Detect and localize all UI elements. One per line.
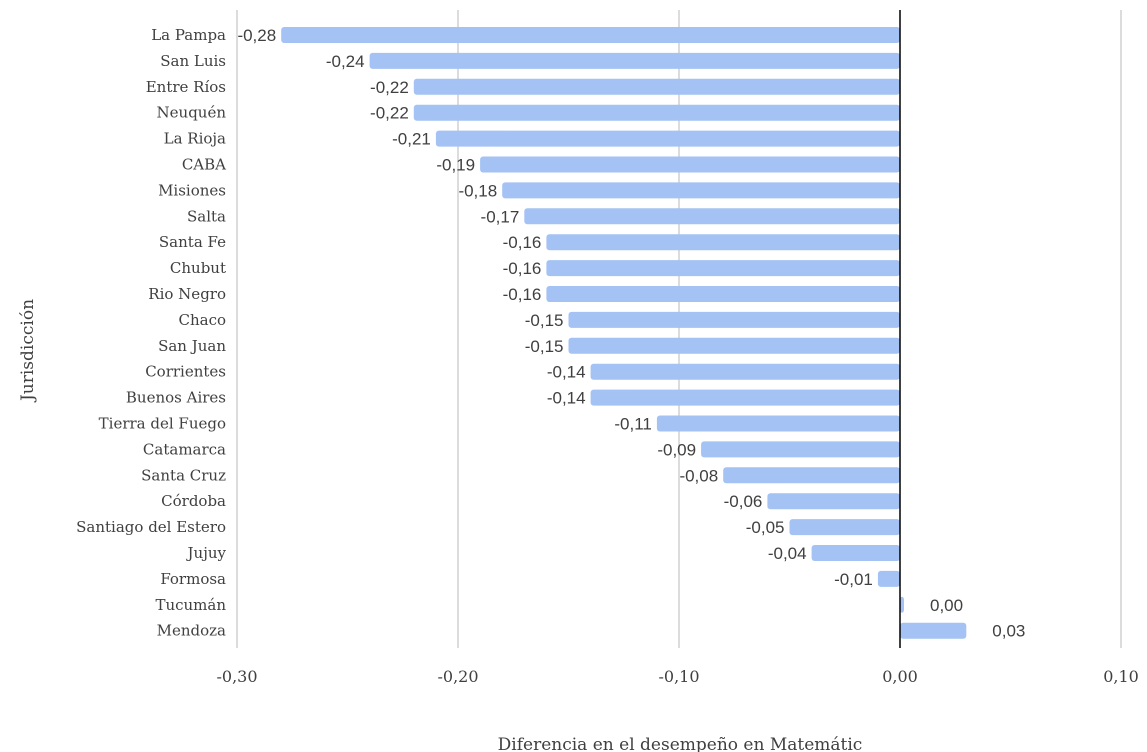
value-label: -0,16	[503, 233, 542, 252]
bar	[524, 208, 900, 225]
value-label: -0,04	[768, 544, 807, 563]
value-label: -0,24	[326, 52, 365, 71]
category-label: San Luis	[160, 52, 226, 70]
bar	[546, 286, 900, 302]
bar	[590, 363, 900, 380]
x-tick-label: -0,20	[437, 667, 478, 686]
category-label: Santa Cruz	[141, 466, 226, 484]
value-labels: -0,28 -0,24 -0,22 -0,22 -0,21 -0,19 -0,18 -0,17…	[237, 26, 1025, 641]
bar	[568, 311, 900, 328]
bar	[502, 182, 900, 199]
x-axis-title: Diferencia en el desempeño en Matemátic	[498, 735, 863, 752]
value-label: -0,06	[724, 492, 763, 511]
bar	[369, 52, 901, 69]
value-label: -0,28	[237, 26, 276, 45]
category-label: Mendoza	[157, 622, 226, 640]
value-label: -0,22	[370, 78, 409, 97]
category-label: Formosa	[160, 570, 226, 588]
category-label: Neuquén	[157, 104, 227, 122]
bars	[281, 27, 967, 639]
category-label: Jujuy	[186, 544, 227, 562]
category-label: Misiones	[158, 181, 226, 199]
bar	[811, 545, 900, 561]
value-label: -0,05	[746, 518, 785, 537]
value-label: -0,22	[370, 104, 409, 123]
category-label: Santa Fe	[159, 233, 226, 251]
bar	[656, 415, 900, 432]
y-axis-title: Jurisdicción	[18, 299, 38, 403]
category-label: San Juan	[158, 337, 226, 355]
bar	[480, 156, 900, 173]
value-label: -0,08	[679, 466, 718, 485]
category-label: Santiago del Estero	[76, 518, 226, 536]
bar	[590, 389, 900, 406]
value-label: -0,14	[547, 363, 586, 382]
x-tick-labels: -0,30 -0,20 -0,10 0,00 0,10	[216, 667, 1138, 686]
category-label: La Pampa	[151, 26, 226, 44]
value-label: -0,17	[481, 207, 520, 226]
category-label: Buenos Aires	[126, 389, 226, 407]
bar	[900, 596, 904, 613]
x-tick-label: 0,10	[1103, 667, 1139, 686]
bar	[281, 27, 900, 43]
value-label: -0,15	[525, 337, 564, 356]
category-label: Catamarca	[143, 440, 226, 458]
value-label: -0,09	[657, 440, 696, 459]
category-label: Salta	[187, 207, 226, 225]
value-label: -0,11	[614, 415, 652, 434]
bar	[568, 337, 900, 354]
x-tick-label: -0,30	[216, 667, 257, 686]
category-label: Entre Ríos	[146, 78, 226, 96]
category-label: Corrientes	[145, 363, 226, 381]
category-labels: La Pampa San Luis Entre Ríos Neuquén La Rioj…	[76, 26, 226, 640]
category-label: Chubut	[170, 259, 226, 277]
value-label: -0,19	[436, 156, 475, 175]
bar	[723, 467, 900, 484]
value-label: -0,01	[834, 570, 873, 589]
bar	[789, 519, 900, 536]
bar	[413, 104, 900, 121]
value-label: -0,14	[547, 389, 586, 408]
category-label: CABA	[182, 156, 226, 174]
category-label: Rio Negro	[148, 285, 226, 303]
bar	[435, 130, 900, 147]
value-label: -0,15	[525, 311, 564, 330]
value-label: -0,16	[503, 259, 542, 278]
value-label: -0,18	[458, 181, 497, 200]
bar	[546, 260, 900, 277]
value-label: -0,21	[392, 130, 431, 149]
category-label: Córdoba	[161, 492, 226, 510]
value-label: 0,03	[992, 622, 1025, 641]
x-tick-label: 0,00	[882, 667, 918, 686]
value-label: 0,00	[930, 596, 963, 615]
x-tick-label: -0,10	[658, 667, 699, 686]
value-label: -0,16	[503, 285, 542, 304]
category-label: Tierra del Fuego	[99, 415, 226, 433]
category-label: Tucumán	[155, 596, 226, 614]
bar	[767, 493, 900, 510]
bar	[900, 622, 967, 639]
category-label: Chaco	[178, 311, 226, 329]
category-label: La Rioja	[164, 130, 226, 148]
bar	[701, 441, 900, 458]
bar	[413, 78, 900, 95]
bar	[877, 570, 900, 587]
bar	[546, 234, 900, 251]
